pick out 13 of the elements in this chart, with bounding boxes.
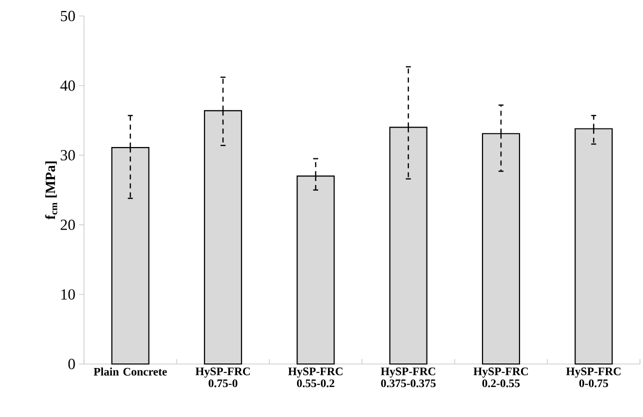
y-tick-label: 20 bbox=[60, 220, 75, 230]
y-tick-label: 30 bbox=[60, 150, 75, 160]
x-tick-label: HySP-FRC 0-0.75 bbox=[566, 368, 620, 388]
y-tick-label: 50 bbox=[60, 10, 75, 22]
text: f$_{cm}$ [MPa] bbox=[45, 162, 58, 220]
x-tick-label: HySP-FRC 0.2-0.55 bbox=[474, 368, 528, 388]
y-tick-label: 10 bbox=[61, 289, 75, 300]
y-tick-label: 40 bbox=[60, 80, 75, 91]
x-tick-label: HySP-FRC 0.375-0.375 bbox=[380, 368, 436, 388]
x-tick-label: Plain Concrete bbox=[94, 368, 167, 376]
y-tick-label: 0 bbox=[68, 358, 75, 370]
x-tick-label: HySP-FRC 0.75-0 bbox=[196, 368, 250, 388]
x-tick-label: HySP-FRC 0.55-0.2 bbox=[288, 368, 342, 388]
